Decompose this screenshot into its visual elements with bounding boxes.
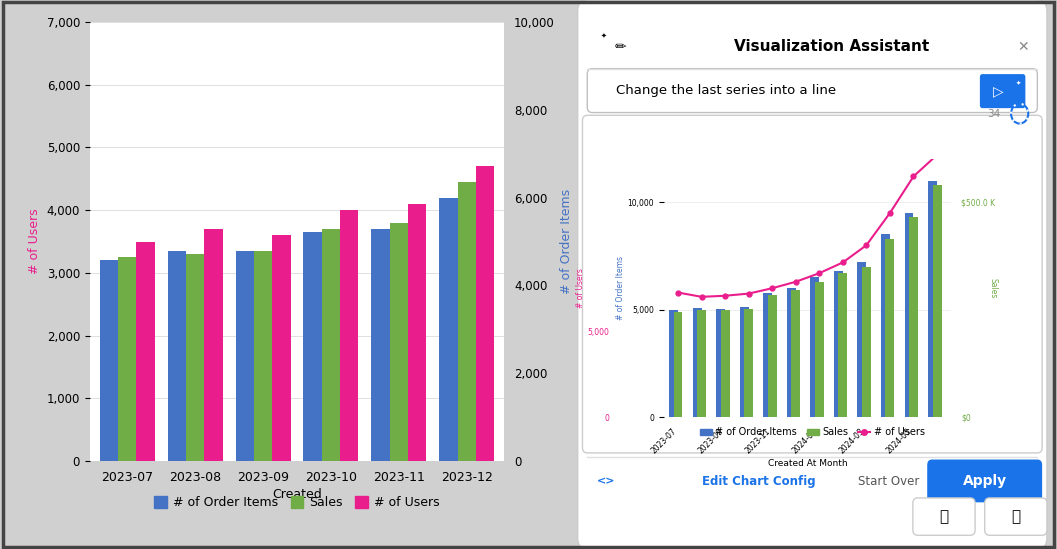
Bar — [118, 257, 136, 461]
Y-axis label: # of Order Items: # of Order Items — [560, 189, 573, 294]
Bar — [458, 182, 476, 461]
Legend: # of Order Items, Sales, # of Users: # of Order Items, Sales, # of Users — [696, 423, 929, 441]
Bar — [786, 288, 796, 417]
Bar — [857, 262, 867, 417]
Y-axis label: # of Users: # of Users — [29, 209, 41, 274]
Text: Start Over: Start Over — [858, 475, 920, 488]
Bar — [204, 229, 223, 461]
Bar — [236, 251, 254, 461]
Bar — [673, 312, 683, 417]
Text: ✦: ✦ — [601, 33, 607, 38]
Bar — [321, 229, 340, 461]
FancyBboxPatch shape — [980, 74, 1025, 108]
Bar — [811, 277, 819, 417]
Bar — [717, 309, 725, 417]
Bar — [744, 309, 754, 417]
Bar — [136, 242, 154, 461]
Text: ✏: ✏ — [615, 40, 627, 54]
Bar — [273, 236, 291, 461]
Bar — [697, 310, 706, 417]
Text: 👍: 👍 — [940, 509, 948, 524]
Bar — [168, 251, 186, 461]
Bar — [440, 198, 458, 461]
FancyBboxPatch shape — [578, 0, 1046, 549]
Text: <>: <> — [597, 477, 615, 486]
Text: Visualization Assistant: Visualization Assistant — [734, 39, 929, 54]
Bar — [303, 232, 321, 461]
X-axis label: Created: Created — [272, 488, 322, 501]
Bar — [792, 290, 800, 417]
X-axis label: Created At Month: Created At Month — [767, 458, 848, 468]
FancyBboxPatch shape — [927, 460, 1042, 502]
Bar — [371, 229, 390, 461]
Text: ▷: ▷ — [993, 84, 1003, 98]
FancyBboxPatch shape — [913, 498, 976, 535]
Bar — [834, 271, 842, 417]
Bar — [886, 239, 894, 417]
Bar — [408, 204, 426, 461]
Text: 34: 34 — [986, 109, 1000, 119]
Bar — [476, 166, 495, 461]
Bar — [254, 251, 273, 461]
Bar — [99, 260, 118, 461]
Y-axis label: # of Users: # of Users — [576, 268, 586, 308]
Bar — [880, 234, 890, 417]
Bar — [186, 254, 204, 461]
Bar — [721, 310, 729, 417]
Text: Change the last series into a line: Change the last series into a line — [616, 84, 836, 97]
FancyBboxPatch shape — [588, 69, 1037, 113]
Bar — [90, 22, 504, 461]
Text: ✕: ✕ — [1017, 40, 1028, 54]
Bar — [767, 295, 777, 417]
FancyBboxPatch shape — [985, 498, 1046, 535]
Bar — [838, 273, 848, 417]
Text: 👎: 👎 — [1012, 509, 1020, 524]
Y-axis label: Sales: Sales — [988, 278, 998, 299]
Bar — [815, 282, 823, 417]
Bar — [763, 293, 773, 417]
Bar — [390, 223, 408, 461]
Bar — [909, 217, 917, 417]
FancyBboxPatch shape — [582, 115, 1042, 453]
Text: Edit Chart Config: Edit Chart Config — [702, 475, 816, 488]
Bar — [340, 210, 358, 461]
Bar — [905, 213, 913, 417]
Text: Apply: Apply — [963, 474, 1006, 488]
Bar — [932, 185, 942, 417]
Legend: # of Order Items, Sales, # of Users: # of Order Items, Sales, # of Users — [149, 491, 445, 514]
Text: ✦: ✦ — [1016, 81, 1021, 86]
Bar — [928, 181, 938, 417]
Bar — [692, 307, 702, 417]
Bar — [669, 310, 678, 417]
Y-axis label: # of Order Items: # of Order Items — [616, 256, 625, 320]
Bar — [861, 267, 871, 417]
Bar — [740, 306, 748, 417]
